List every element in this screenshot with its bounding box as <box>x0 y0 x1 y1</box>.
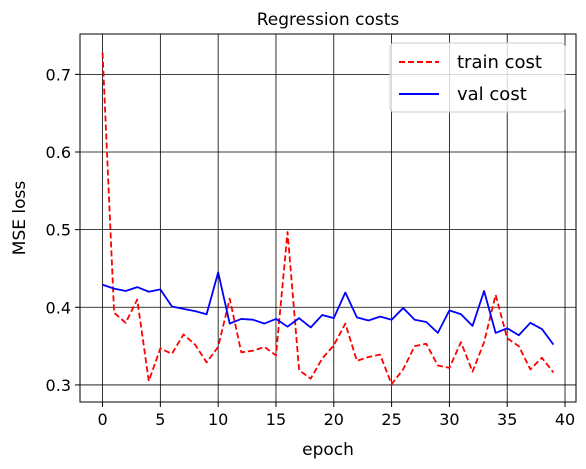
x-tick-label: 40 <box>555 410 575 429</box>
x-axis-label: epoch <box>302 440 354 460</box>
x-tick-label: 0 <box>97 410 107 429</box>
x-tick-label: 30 <box>439 410 459 429</box>
x-tick-label: 10 <box>208 410 228 429</box>
legend: train cost val cost <box>389 42 566 113</box>
plot-frame <box>79 33 577 403</box>
y-tick-label: 0.6 <box>46 143 71 162</box>
x-tick-label: 35 <box>497 410 517 429</box>
x-tick-label: 25 <box>381 410 401 429</box>
y-tick-label: 0.3 <box>46 376 71 395</box>
legend-label: train cost <box>457 52 542 73</box>
series-line-train-cost <box>101 52 555 386</box>
y-tick-label: 0.7 <box>46 65 71 84</box>
x-tick-label: 20 <box>324 410 344 429</box>
x-tick-label: 15 <box>266 410 286 429</box>
y-tick-label: 0.4 <box>46 298 71 317</box>
y-axis-label: MSE loss <box>10 181 30 256</box>
y-tick-label: 0.5 <box>46 221 71 240</box>
legend-label: val cost <box>457 84 527 105</box>
ticks: 0 5 10 15 20 25 30 35 40 0.3 0.4 0.5 0.6 0.7 <box>46 65 576 429</box>
x-tick-label: 5 <box>155 410 165 429</box>
chart-title: Regression costs <box>257 10 400 30</box>
series-layer <box>101 52 555 386</box>
series-line-val-cost <box>102 271 555 346</box>
